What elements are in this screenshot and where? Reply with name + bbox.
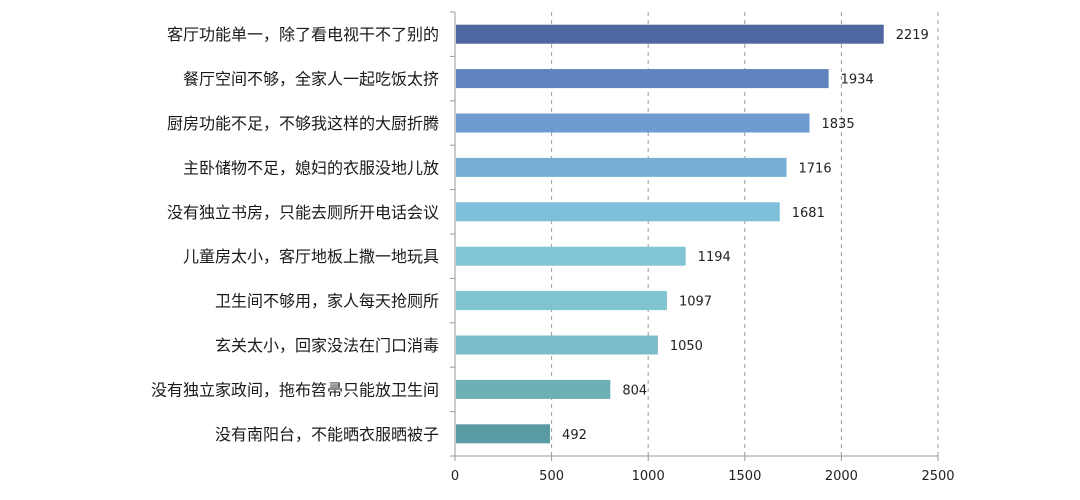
bar (456, 113, 810, 133)
axes (450, 11, 939, 461)
x-tick-labels: 0 500 1000 1500 2000 2500 (451, 469, 955, 484)
x-tick-label: 1500 (728, 469, 761, 484)
bar (456, 291, 667, 311)
category-label: 没有独立家政间，拖布笤帚只能放卫生间 (151, 380, 439, 399)
x-tick-label: 1000 (632, 469, 665, 484)
data-label: 2219 (896, 28, 929, 43)
bar (456, 335, 658, 355)
category-label: 主卧储物不足，媳妇的衣服没地儿放 (183, 158, 439, 177)
x-tick-label: 500 (539, 469, 564, 484)
x-tick-label: 0 (451, 469, 459, 484)
category-label: 卫生间不够用，家人每天抢厕所 (215, 292, 439, 311)
category-labels: 客厅功能单一，除了看电视干不了别的餐厅空间不够，全家人一起吃饭太挤厨房功能不足，… (151, 25, 439, 444)
data-label: 1194 (698, 250, 731, 265)
bar (456, 202, 780, 222)
bar (456, 379, 611, 399)
bar (456, 246, 686, 266)
category-label: 没有独立书房，只能去厕所开电话会议 (167, 203, 439, 222)
data-label: 1934 (841, 73, 874, 88)
data-label: 1681 (792, 206, 825, 221)
data-label: 492 (562, 428, 587, 443)
bars (456, 24, 884, 444)
bar (456, 157, 787, 177)
category-label: 厨房功能不足，不够我这样的大厨折腾 (167, 114, 439, 133)
bar (456, 69, 829, 89)
bar (456, 424, 551, 444)
value-labels: 2219 1934 1835 1716 1681 1194 1097 1050 804 492 (562, 28, 929, 443)
category-label: 客厅功能单一，除了看电视干不了别的 (167, 25, 439, 44)
data-label: 1050 (670, 339, 703, 354)
bar (456, 24, 884, 44)
data-label: 1716 (799, 161, 832, 176)
category-label: 餐厅空间不够，全家人一起吃饭太挤 (183, 70, 439, 89)
x-tick-label: 2000 (825, 469, 858, 484)
data-label: 804 (622, 383, 647, 398)
data-label: 1097 (679, 295, 712, 310)
category-label: 儿童房太小，客厅地板上撒一地玩具 (183, 247, 439, 266)
category-label: 玄关太小，回家没法在门口消毒 (215, 336, 439, 355)
x-tick-label: 2500 (921, 469, 954, 484)
data-label: 1835 (822, 117, 855, 132)
category-label: 没有南阳台，不能晒衣服晒被子 (215, 425, 439, 444)
